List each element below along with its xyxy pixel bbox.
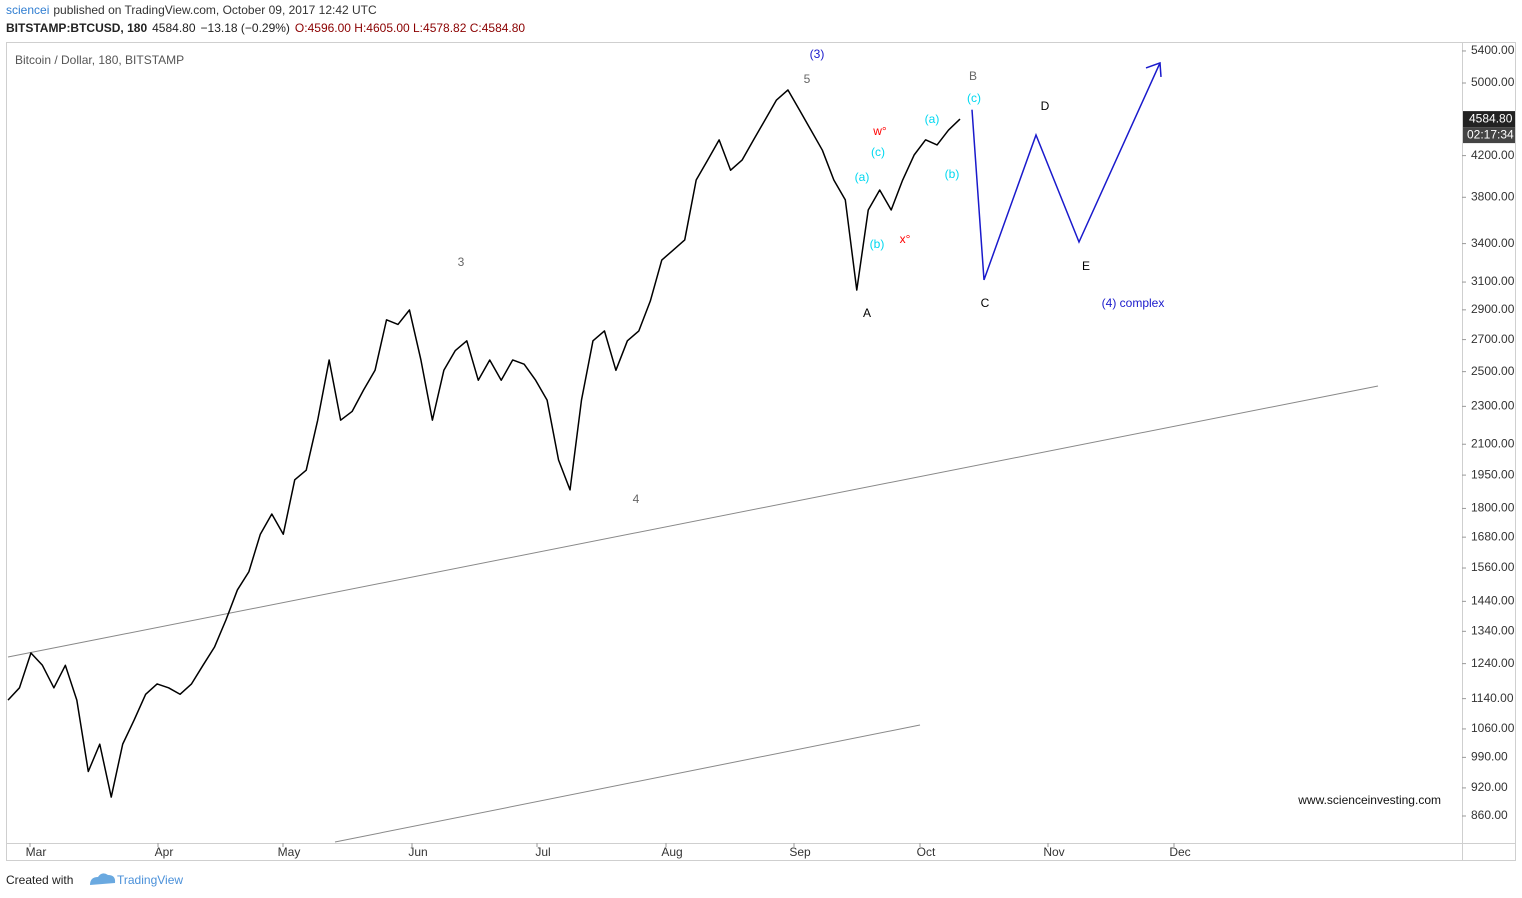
wave-label: (3) [810,47,825,61]
y-tick-label: 3100.00 [1471,274,1515,288]
wave-label: (c) [967,91,981,105]
y-tick-label: 1680.00 [1471,529,1515,543]
x-tick-label: Mar [26,845,47,859]
y-tick-label: 3800.00 [1471,189,1515,203]
wave-label: D [1041,99,1050,113]
y-tick-label: 5400.00 [1471,43,1515,57]
chart-title: Bitcoin / Dollar, 180, BITSTAMP [15,53,184,67]
chart-frame [6,42,1516,861]
arrow-head [1145,61,1162,77]
projection-line [971,62,1161,281]
wave-label: (b) [945,167,960,181]
y-tick-label: 1440.00 [1471,594,1515,608]
watermark: www.scienceinvesting.com [1297,793,1441,807]
y-tick-label: 2900.00 [1471,302,1515,316]
x-tick-label: Oct [917,845,936,859]
wave-label: (a) [925,112,940,126]
change: −13.18 (−0.29%) [201,21,290,35]
wave-label: 5 [804,72,811,86]
last-price-label: 4584.80 [1469,111,1513,125]
wave-label: 4 [633,492,640,506]
x-tick-label: Nov [1043,845,1064,859]
published: published on TradingView.com, October 09… [53,3,377,17]
x-tick-label: Apr [155,845,174,859]
y-tick-label: 1340.00 [1471,623,1515,637]
y-tick-label: 3400.00 [1471,236,1515,250]
countdown-label: 02:17:34 [1467,127,1514,141]
ohlc: O:4596.00 H:4605.00 L:4578.82 C:4584.80 [295,21,526,35]
symbol: BITSTAMP:BTCUSD, 180 [6,21,147,35]
y-tick-label: 920.00 [1471,780,1508,794]
y-tick-label: 990.00 [1471,750,1508,764]
wave-label: A [863,306,871,320]
y-tick-label: 2500.00 [1471,364,1515,378]
wave-label: (b) [870,237,885,251]
y-tick-label: 1060.00 [1471,721,1515,735]
trendline [334,724,921,843]
y-tick-label: 2300.00 [1471,399,1515,413]
wave-label: C [981,296,990,310]
wave-label: (a) [855,170,870,184]
footer-created: Created with [6,873,73,887]
wave-label: (4) complex [1102,296,1165,310]
wave-label: (c) [871,145,885,159]
x-tick-label: Jun [408,845,427,859]
last-price-box [1463,111,1515,128]
y-tick-label: 5000.00 [1471,75,1515,89]
y-tick-label: 1800.00 [1471,501,1515,515]
wave-label: E [1082,259,1090,273]
x-tick-label: Sep [789,845,811,859]
x-tick-label: May [278,845,301,859]
x-tick-label: Dec [1169,845,1190,859]
wave-label: 3 [458,255,465,269]
footer-brand[interactable]: TradingView [117,873,183,887]
price-line [7,89,961,798]
y-tick-label: 4200.00 [1471,148,1515,162]
countdown-box [1463,127,1515,144]
y-tick-label: 1560.00 [1471,560,1515,574]
wave-label: x° [900,232,911,246]
author[interactable]: sciencei [6,3,49,17]
y-tick-label: 2100.00 [1471,436,1515,450]
y-tick-label: 1240.00 [1471,656,1515,670]
wave-label: w° [872,124,887,138]
brand-logo [90,873,116,885]
y-tick-label: 2700.00 [1471,332,1515,346]
trendline [7,385,1379,658]
y-tick-label: 1950.00 [1471,467,1515,481]
x-tick-label: Aug [661,845,682,859]
x-tick-label: Jul [535,845,550,859]
wave-label: B [969,69,977,83]
last: 4584.80 [152,21,196,35]
y-tick-label: 860.00 [1471,808,1508,822]
y-tick-label: 1140.00 [1471,691,1514,705]
